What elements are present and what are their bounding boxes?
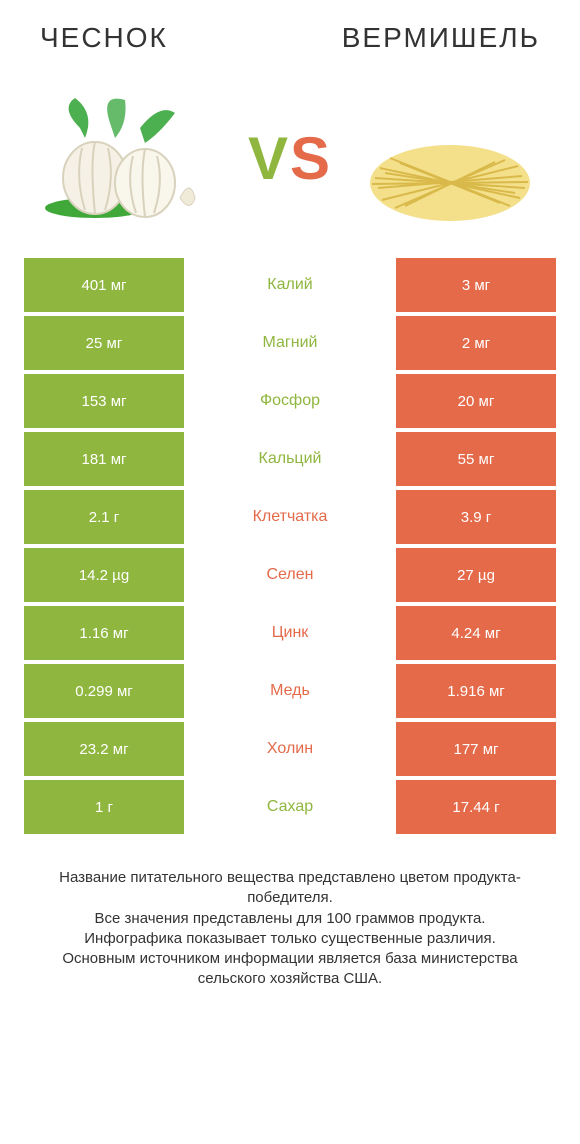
cell-right: 177 мг bbox=[396, 722, 556, 776]
table-row: 181 мгКальций55 мг bbox=[24, 432, 556, 486]
cell-left: 1.16 мг bbox=[24, 606, 184, 660]
table-row: 0.299 мгМедь1.916 мг bbox=[24, 664, 556, 718]
cell-label: Магний bbox=[184, 316, 396, 370]
garlic-image bbox=[40, 88, 220, 228]
cell-right: 27 µg bbox=[396, 548, 556, 602]
cell-left: 0.299 мг bbox=[24, 664, 184, 718]
cell-label: Медь bbox=[184, 664, 396, 718]
cell-label: Сахар bbox=[184, 780, 396, 834]
cell-left: 23.2 мг bbox=[24, 722, 184, 776]
footer-line: Инфографика показывает только существенн… bbox=[30, 929, 550, 949]
vs-v: V bbox=[248, 124, 290, 193]
cell-left: 25 мг bbox=[24, 316, 184, 370]
infographic-root: ЧЕСНОК ВЕРМИШЕЛЬ VS bbox=[0, 0, 580, 1144]
cell-right: 1.916 мг bbox=[396, 664, 556, 718]
cell-label: Клетчатка bbox=[184, 490, 396, 544]
cell-left: 401 мг bbox=[24, 258, 184, 312]
table-row: 401 мгКалий3 мг bbox=[24, 258, 556, 312]
table-row: 1.16 мгЦинк4.24 мг bbox=[24, 606, 556, 660]
title-right: ВЕРМИШЕЛЬ bbox=[342, 22, 540, 54]
cell-label: Фосфор bbox=[184, 374, 396, 428]
cell-label: Цинк bbox=[184, 606, 396, 660]
cell-left: 181 мг bbox=[24, 432, 184, 486]
cell-right: 3 мг bbox=[396, 258, 556, 312]
footer-notes: Название питательного вещества представл… bbox=[0, 838, 580, 990]
footer-line: Название питательного вещества представл… bbox=[30, 868, 550, 909]
table-row: 25 мгМагний2 мг bbox=[24, 316, 556, 370]
cell-left: 1 г bbox=[24, 780, 184, 834]
table-row: 1 гСахар17.44 г bbox=[24, 780, 556, 834]
titles-row: ЧЕСНОК ВЕРМИШЕЛЬ bbox=[0, 0, 580, 64]
cell-left: 2.1 г bbox=[24, 490, 184, 544]
cell-left: 153 мг bbox=[24, 374, 184, 428]
vermicelli-image bbox=[360, 88, 540, 228]
cell-label: Кальций bbox=[184, 432, 396, 486]
cell-right: 20 мг bbox=[396, 374, 556, 428]
table-row: 14.2 µgСелен27 µg bbox=[24, 548, 556, 602]
cell-label: Калий bbox=[184, 258, 396, 312]
table-row: 2.1 гКлетчатка3.9 г bbox=[24, 490, 556, 544]
vs-s: S bbox=[290, 124, 332, 193]
cell-right: 17.44 г bbox=[396, 780, 556, 834]
vs-label: VS bbox=[248, 124, 332, 193]
table-row: 153 мгФосфор20 мг bbox=[24, 374, 556, 428]
cell-right: 3.9 г bbox=[396, 490, 556, 544]
hero-row: VS bbox=[0, 64, 580, 258]
comparison-table: 401 мгКалий3 мг25 мгМагний2 мг153 мгФосф… bbox=[0, 258, 580, 838]
cell-label: Холин bbox=[184, 722, 396, 776]
table-row: 23.2 мгХолин177 мг bbox=[24, 722, 556, 776]
title-left: ЧЕСНОК bbox=[40, 22, 168, 54]
cell-right: 55 мг bbox=[396, 432, 556, 486]
cell-right: 4.24 мг bbox=[396, 606, 556, 660]
footer-line: Основным источником информации является … bbox=[30, 949, 550, 990]
cell-right: 2 мг bbox=[396, 316, 556, 370]
footer-line: Все значения представлены для 100 граммо… bbox=[30, 909, 550, 929]
cell-left: 14.2 µg bbox=[24, 548, 184, 602]
cell-label: Селен bbox=[184, 548, 396, 602]
